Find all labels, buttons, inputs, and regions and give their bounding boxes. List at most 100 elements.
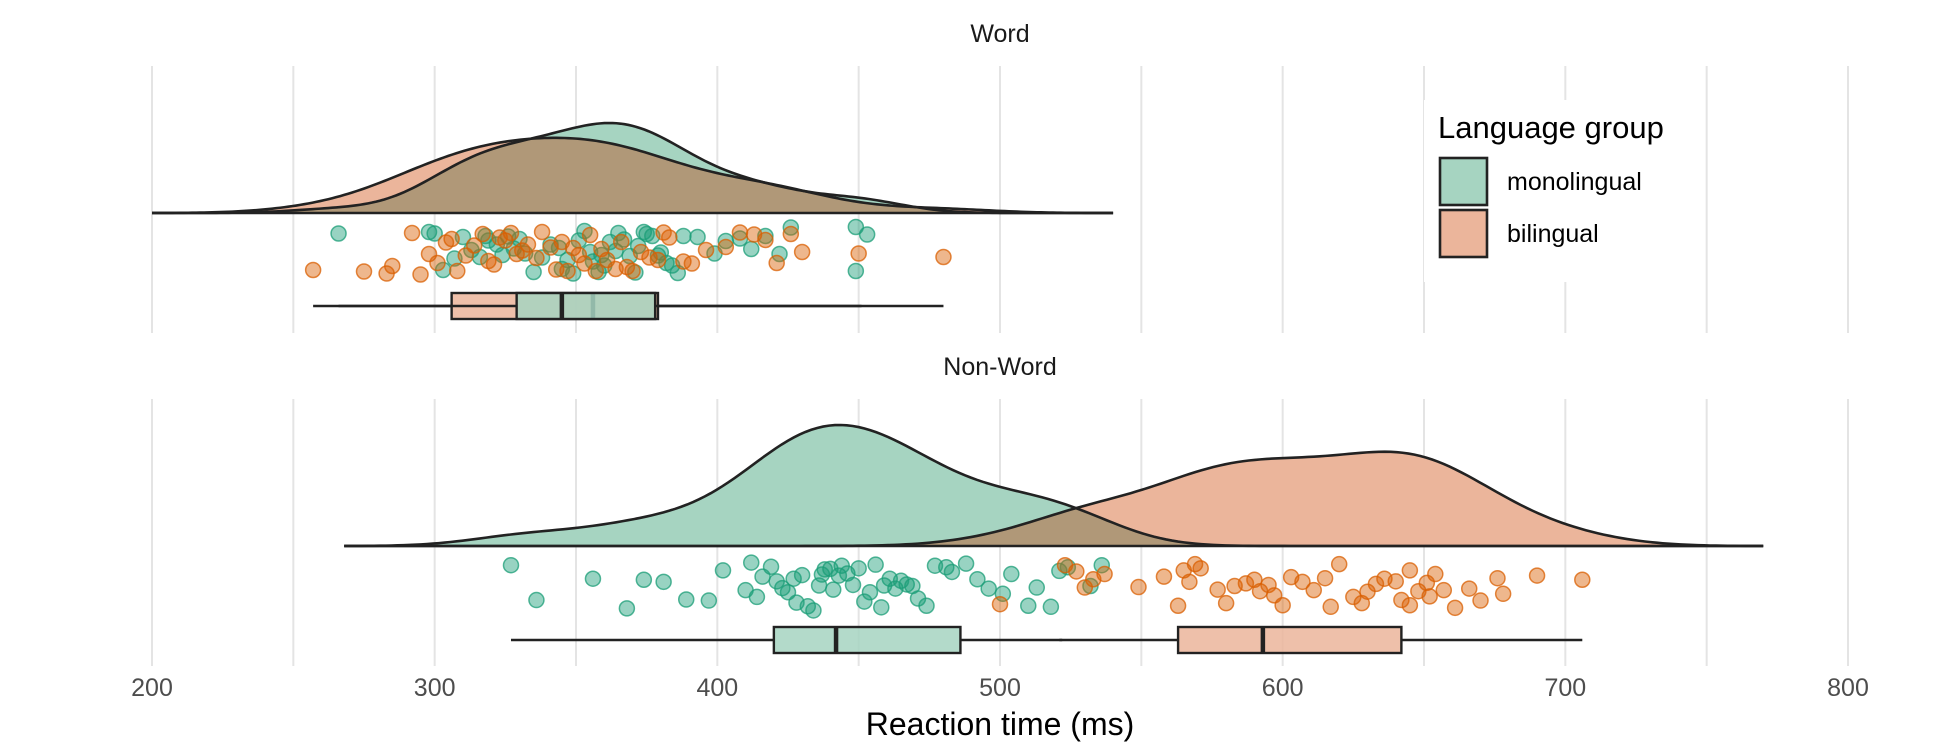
- data-point-bilingual: [1217, 594, 1235, 612]
- data-point-monolingual: [856, 593, 873, 610]
- legend: Language group monolingual bilingual: [1424, 100, 1664, 282]
- data-point-monolingual: [528, 591, 545, 609]
- data-point-bilingual: [850, 245, 867, 262]
- data-point-monolingual: [1028, 579, 1045, 596]
- boxplot-monolingual: [510, 625, 1063, 655]
- data-point-bilingual: [1460, 580, 1478, 597]
- data-point-bilingual: [649, 251, 667, 269]
- data-point-bilingual: [1528, 567, 1546, 584]
- boxplot-monolingual: [338, 291, 862, 321]
- data-point-bilingual: [465, 237, 483, 254]
- data-point-monolingual: [816, 561, 833, 578]
- data-point-bilingual: [559, 262, 576, 280]
- data-point-bilingual: [697, 241, 715, 259]
- panel-non-word: Non-Word: [151, 353, 1849, 666]
- data-point-bilingual: [1076, 579, 1094, 596]
- x-tick-label: 300: [414, 674, 456, 702]
- data-point-bilingual: [1427, 565, 1444, 583]
- data-point-monolingual: [689, 228, 706, 246]
- data-point-bilingual: [429, 254, 446, 272]
- data-point-bilingual: [1345, 588, 1362, 606]
- data-point-bilingual: [1181, 573, 1198, 591]
- data-point-bilingual: [1316, 569, 1334, 587]
- x-tick-label: 400: [696, 674, 738, 702]
- x-tick-label: 500: [979, 674, 1021, 702]
- data-point-bilingual: [782, 225, 800, 243]
- data-point-monolingual: [847, 262, 865, 280]
- data-point-monolingual: [743, 240, 760, 258]
- data-point-monolingual: [675, 227, 692, 245]
- data-point-bilingual: [449, 262, 466, 280]
- data-point-bilingual: [570, 246, 588, 264]
- data-point-bilingual: [412, 266, 429, 283]
- data-point-monolingual: [782, 219, 800, 236]
- legend-label-monolingual: monolingual: [1507, 168, 1642, 196]
- data-point-bilingual: [683, 255, 701, 272]
- data-point-monolingual: [805, 602, 822, 619]
- data-point-bilingual: [793, 243, 811, 261]
- data-point-monolingual: [762, 558, 780, 576]
- data-point-bilingual: [384, 257, 401, 275]
- data-point-monolingual: [584, 570, 602, 587]
- data-point-bilingual: [1387, 573, 1404, 590]
- data-point-bilingual: [717, 238, 735, 256]
- data-point-monolingual: [873, 599, 890, 616]
- density-outline-bilingual: [151, 136, 1114, 215]
- data-point-monolingual: [918, 597, 935, 615]
- data-point-monolingual: [858, 226, 876, 243]
- density-monolingual: [344, 425, 1764, 546]
- x-tick-label: 700: [1544, 674, 1586, 702]
- data-point-monolingual: [771, 245, 788, 263]
- data-point-monolingual: [1042, 598, 1060, 616]
- data-point-bilingual: [1574, 571, 1591, 589]
- data-point-monolingual: [525, 263, 542, 281]
- data-point-monolingual: [785, 570, 802, 587]
- data-point-bilingual: [1237, 575, 1255, 592]
- data-point-bilingual: [1393, 591, 1410, 609]
- legend-title: Language group: [1438, 110, 1664, 145]
- data-point-monolingual: [793, 566, 811, 584]
- legend-label-bilingual: bilingual: [1507, 220, 1599, 248]
- data-point-bilingual: [474, 225, 491, 243]
- box-iqr: [1176, 625, 1403, 655]
- data-point-bilingual: [1489, 569, 1506, 587]
- data-point-bilingual: [661, 229, 678, 246]
- data-point-bilingual: [1294, 573, 1311, 591]
- data-point-bilingual: [757, 231, 774, 249]
- data-point-monolingual: [714, 562, 732, 579]
- data-point-bilingual: [1330, 555, 1348, 573]
- data-point-monolingual: [330, 225, 347, 242]
- x-axis-title: Reaction time (ms): [866, 706, 1135, 742]
- data-point-monolingual: [502, 556, 520, 574]
- data-point-monolingual: [700, 592, 718, 609]
- data-point-bilingual: [1421, 588, 1438, 605]
- data-point-monolingual: [844, 576, 862, 594]
- data-point-monolingual: [610, 224, 627, 242]
- data-point-monolingual: [969, 570, 986, 588]
- data-point-bilingual: [587, 262, 605, 280]
- data-point-bilingual: [1169, 597, 1187, 615]
- data-point-bilingual: [502, 224, 520, 242]
- data-point-bilingual: [1401, 596, 1419, 614]
- data-point-monolingual: [748, 588, 766, 606]
- density-outline-monolingual: [152, 121, 1114, 215]
- data-point-bilingual: [624, 262, 641, 280]
- data-point-monolingual: [1093, 556, 1111, 574]
- panel-title: Non-Word: [943, 353, 1056, 381]
- box-iqr: [515, 291, 657, 321]
- data-point-bilingual: [1068, 563, 1085, 580]
- x-tick-label: 800: [1827, 674, 1869, 702]
- data-point-monolingual: [677, 591, 695, 608]
- data-point-monolingual: [1003, 565, 1020, 583]
- data-point-bilingual: [1367, 575, 1385, 593]
- data-point-bilingual: [1472, 592, 1489, 609]
- data-point-bilingual: [519, 236, 537, 253]
- data-point-bilingual: [1494, 585, 1512, 603]
- data-point-bilingual: [1274, 596, 1291, 614]
- data-point-bilingual: [935, 248, 952, 266]
- data-point-bilingual: [1322, 598, 1339, 616]
- legend-swatch-monolingual: [1438, 156, 1489, 207]
- data-point-monolingual: [850, 560, 867, 577]
- data-point-bilingual: [731, 224, 749, 241]
